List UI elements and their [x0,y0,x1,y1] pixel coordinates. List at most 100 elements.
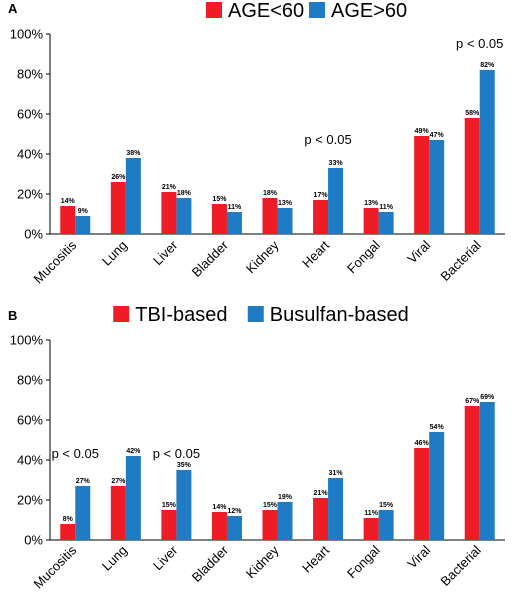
panel-b-bar [211,512,227,540]
panel-b-bar [479,402,495,540]
panel-b-data-label: 31% [329,470,344,477]
panel-a-bar [262,198,278,234]
panel-b-data-label: 12% [227,508,242,515]
panel-b-bar [464,406,480,540]
panel-b-bar [176,470,192,540]
panel-a-bar [110,182,126,234]
panel-a-data-label: 21% [162,184,177,191]
panel-a-ytick-label: 20% [17,187,43,202]
panel-b-data-label: 8% [63,516,74,523]
panel-a-category-label: Bladder [189,237,232,280]
panel-b-category-label: Bacterial [437,542,483,588]
panel-b-bar [75,486,91,540]
panel-b-category-label: Heart [299,542,332,575]
panel-a-data-label: 18% [263,190,278,197]
panel-a-data-label: 33% [329,160,344,167]
panel-a-category-label: Bacterial [437,237,483,283]
panel-b-bar [414,448,430,540]
panel-b-category-label: Lung [99,543,130,574]
panel-a-bar [60,206,76,234]
panel-a-bar [479,70,495,234]
panel-b-data-label: 14% [212,504,227,511]
panel-b-data-label: 69% [480,394,495,401]
panel-b-annotation-1: p < 0.05 [52,446,99,461]
panel-a-ytick-label: 0% [24,227,43,242]
panel-b-bar [363,518,379,540]
panel-b-bar [60,524,76,540]
panel-b-category-label: Bladder [189,542,232,585]
panel-a-data-label: 58% [465,110,480,117]
panel-b-bar [277,502,293,540]
panel-a-bar [211,204,227,234]
panel-a-category-label: Heart [299,237,332,270]
panel-a-bar [277,208,293,234]
panel-b-bar [110,486,126,540]
panel-a-bar [378,212,394,234]
panel-b-annotation-2: p < 0.05 [153,446,200,461]
panel-a-data-label: 9% [78,208,89,215]
panel-b-category-label: Kidney [243,542,282,581]
panel-b-category-label: Viral [404,542,433,571]
panel-a-bar [328,168,344,234]
panel-b-legend-swatch-2 [247,306,264,322]
panel-b-letter: B [8,308,17,323]
panel-b-category-label: Fongal [344,542,383,581]
panel-b-data-label: 11% [364,510,378,517]
panel-a-bar [125,158,141,234]
panel-b-data-label: 15% [379,502,394,509]
panel-b-bar [262,510,278,540]
panel-a-category-label: Mucositis [30,237,79,286]
panel-a-ytick-label: 100% [10,27,44,42]
panel-a-data-label: 11% [379,204,393,211]
panel-b-category-label: Mucositis [30,542,79,591]
panel-a-legend-swatch-2 [309,2,325,18]
panel-b-ytick-label: 80% [17,373,43,388]
panel-a-category-label: Kidney [243,237,282,276]
panel-a-data-label: 18% [177,190,192,197]
panel-b-data-label: 15% [162,502,177,509]
panel-b-data-label: 27% [76,478,91,485]
panel-a-data-label: 82% [480,62,495,69]
panel-a-legend-swatch-1 [206,2,222,18]
panel-a-bar [313,200,329,234]
panel-a-ytick-label: 80% [17,67,43,82]
panel-b-bar [429,432,445,540]
panel-a-data-label: 26% [111,174,126,181]
panel-b-data-label: 42% [126,448,141,455]
panel-b-data-label: 19% [278,494,293,501]
panel-a-ytick-label: 40% [17,147,43,162]
panel-b-bar [125,456,141,540]
panel-a-bar [414,136,430,234]
panel-b-data-label: 35% [177,462,192,469]
panel-a-legend-label-2: AGE>60 [331,0,407,22]
panel-b-data-label: 15% [263,502,278,509]
panel-a-data-label: 14% [61,198,76,205]
panel-b-legend-label-1: TBI-based [135,304,227,326]
panel-a-category-label: Lung [99,238,130,269]
panel-a-annotation-1: p < 0.05 [304,132,351,147]
panel-b-bar [226,516,242,540]
panel-a-data-label: 13% [364,200,379,207]
panel-a-data-label: 38% [126,150,141,157]
panel-a-data-label: 15% [212,196,227,203]
panel-a-data-label: 13% [278,200,293,207]
panel-a-category-label: Fongal [344,237,383,276]
panel-b-ytick-label: 100% [10,333,44,348]
panel-a-data-label: 49% [415,128,430,135]
panel-a-data-label: 17% [314,192,329,199]
panel-b-data-label: 67% [465,398,480,405]
panel-a-bar [429,140,445,234]
panel-b-bar [378,510,394,540]
panel-b-legend-label-2: Busulfan-based [270,304,409,326]
panel-b-legend-swatch-1 [113,306,130,322]
panel-a-category-label: Viral [404,237,433,266]
panel-a-bar [363,208,379,234]
panel-b-category-label: Liver [150,542,181,573]
panel-b-ytick-label: 0% [24,533,43,548]
panel-a-bar [464,118,480,234]
panel-b-data-label: 46% [415,440,430,447]
panel-a-category-label: Liver [150,237,181,268]
panel-a-ytick-label: 60% [17,107,43,122]
panel-a-letter: A [8,1,18,16]
